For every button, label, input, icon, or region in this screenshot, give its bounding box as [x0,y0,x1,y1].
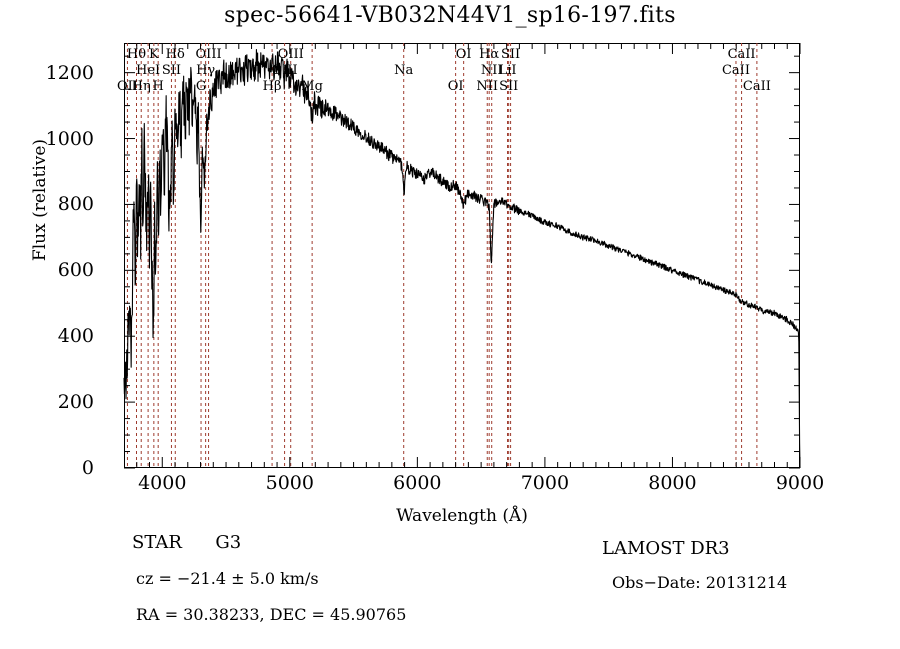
y-tick-label: 800 [57,193,94,216]
object-type: STAR [132,532,182,553]
observation-date: Obs−Date: 20131214 [612,573,788,592]
y-tick-label: 200 [57,391,94,414]
line-id-label: OIII [195,47,222,62]
spectrum-canvas [123,43,801,469]
line-id-label: Hη [131,79,151,94]
line-id-label: CaII [727,47,756,62]
line-id-label: OII [116,79,138,94]
x-tick-label: 4000 [138,472,187,494]
line-id-label: OIII [277,47,304,62]
y-tick-label: 0 [81,457,94,479]
line-id-label: SII [161,63,182,78]
plot-area [123,43,801,469]
spectral-class: G3 [215,532,242,553]
x-tick-label: 8000 [648,472,697,494]
survey-name: LAMOST DR3 [602,538,730,559]
line-id-label: CaII [742,79,771,94]
x-tick-label: 6000 [393,472,442,494]
line-id-label: OI [455,47,472,62]
line-id-label: LiI [498,63,517,78]
y-tick-label: 600 [57,259,94,282]
y-axis-title: Flux (relative) [30,138,50,262]
object-type-label: STAR G3 [132,532,241,553]
line-id-label: G [195,79,207,94]
line-id-label: Hθ [126,47,147,62]
line-id-label: K [148,47,159,62]
line-id-label: Hβ [262,79,282,94]
line-id-label: OI [447,79,464,94]
x-tick-label: 9000 [775,472,825,494]
spectrum-trace [123,49,801,469]
x-axis-title: Wavelength (Å) [396,506,528,526]
line-id-label: NII [476,79,499,94]
y-tick-label: 400 [57,325,94,348]
line-id-label: SII [499,79,519,94]
coordinates: RA = 30.38233, DEC = 45.90765 [136,605,407,624]
axes-frame [124,43,800,468]
line-id-label: H [152,79,164,94]
line-id-label: SII [501,47,521,62]
x-tick-label: 5000 [265,472,314,494]
line-id-label: Hγ [196,63,216,78]
line-id-label: NII [480,63,503,78]
line-id-label: OIII [271,63,298,78]
y-tick-label: 1000 [45,127,94,150]
x-tick-label: 7000 [520,472,570,494]
line-id-label: HeI [136,63,161,78]
line-id-label: Hδ [165,47,185,62]
line-id-label: Na [394,63,414,78]
line-id-label: Hα [479,47,500,62]
radial-velocity: cz = −21.4 ± 5.0 km/s [136,569,319,588]
line-id-label: CaII [721,63,750,78]
y-tick-label: 1200 [45,61,94,84]
line-id-label: Mg [301,79,323,94]
axis-ticks [124,43,801,469]
page-title: spec-56641-VB032N44V1_sp16-197.fits [224,3,676,28]
